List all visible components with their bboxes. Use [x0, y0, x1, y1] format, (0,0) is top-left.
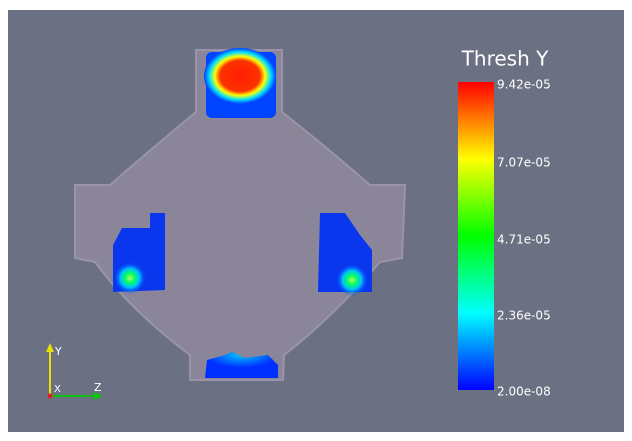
colorbar-label: 2.00e-08: [497, 385, 551, 399]
colorbar-title: Thresh Y: [461, 47, 549, 71]
colorbar-label: 2.36e-05: [497, 309, 551, 323]
x-axis-glyph: [48, 394, 53, 399]
axis-label-y: Y: [54, 345, 62, 358]
hot-core: [204, 48, 276, 104]
right-spot: [336, 264, 368, 296]
colorbar: [458, 82, 494, 390]
colorbar-label: 9.42e-05: [497, 78, 551, 92]
left-spot: [114, 262, 146, 294]
colorbar-label: 4.71e-05: [497, 233, 551, 247]
viewport-screenshot: Thresh Y 9.42e-05 7.07e-05 4.71e-05 2.36…: [0, 0, 632, 441]
axis-label-z: Z: [94, 381, 102, 394]
colorbar-label: 7.07e-05: [497, 156, 551, 170]
axis-label-x: X: [54, 384, 61, 395]
